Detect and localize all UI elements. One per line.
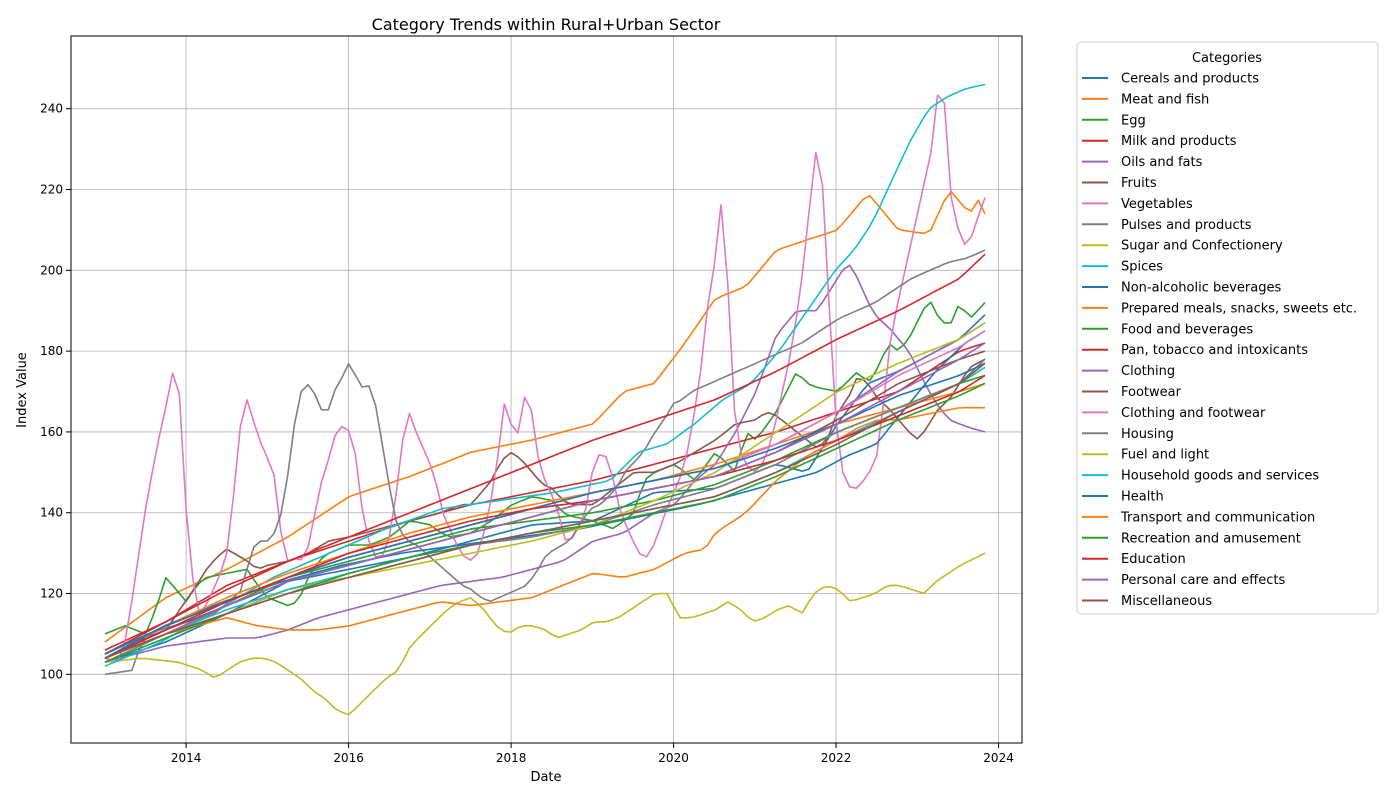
legend-entry: Transport and communication xyxy=(1120,510,1315,525)
y-tick-label: 240 xyxy=(40,102,63,116)
series-lines xyxy=(104,83,986,716)
series-line xyxy=(104,253,986,655)
legend-entry: Miscellaneous xyxy=(1121,594,1212,609)
legend-entry: Clothing and footwear xyxy=(1121,406,1266,421)
legend-entry: Pan, tobacco and intoxicants xyxy=(1121,343,1308,358)
y-axis-label: Index Value xyxy=(15,352,30,428)
legend-entry: Pulses and products xyxy=(1121,218,1252,233)
x-axis-label: Date xyxy=(530,770,561,785)
legend-entry: Prepared meals, snacks, sweets etc. xyxy=(1121,301,1357,316)
legend-entry: Fuel and light xyxy=(1121,448,1209,463)
y-tick-label: 140 xyxy=(40,506,63,520)
y-axis-ticks: 100 120 140 160 180 200 220 240 xyxy=(40,102,71,681)
plot-frame xyxy=(70,35,1023,744)
y-tick-label: 220 xyxy=(40,183,63,197)
x-tick-label: 2014 xyxy=(171,751,202,765)
legend-entry: Sugar and Confectionery xyxy=(1121,239,1283,254)
series-line xyxy=(104,358,986,659)
legend-frame xyxy=(1076,41,1379,615)
x-tick-label: 2020 xyxy=(658,751,689,765)
series-line xyxy=(104,374,986,659)
y-tick-label: 180 xyxy=(40,344,63,358)
legend-entry: Clothing xyxy=(1121,364,1175,379)
legend-entry: Housing xyxy=(1121,427,1174,442)
series-line xyxy=(104,249,986,676)
y-tick-label: 200 xyxy=(40,263,63,277)
legend-entry: Milk and products xyxy=(1121,134,1237,149)
legend-title: Categories xyxy=(1192,51,1262,66)
legend-entry: Cereals and products xyxy=(1121,72,1259,87)
series-line xyxy=(104,362,986,659)
series-line xyxy=(104,94,986,663)
legend-entry: Personal care and effects xyxy=(1121,573,1285,588)
legend-entry: Vegetables xyxy=(1121,197,1193,212)
legend-entry: Food and beverages xyxy=(1121,322,1253,337)
legend-entry: Egg xyxy=(1121,113,1146,128)
legend-entry: Meat and fish xyxy=(1121,92,1209,107)
y-tick-label: 160 xyxy=(40,425,63,439)
series-line xyxy=(104,552,986,716)
legend-entry: Education xyxy=(1121,552,1186,567)
legend-items: Cereals and products Meat and fish Egg Milk… xyxy=(1082,72,1357,609)
series-line xyxy=(104,342,986,659)
legend-entry: Fruits xyxy=(1121,176,1157,191)
legend: Categories Cereals and products Meat and … xyxy=(1076,41,1379,615)
x-tick-label: 2022 xyxy=(821,751,852,765)
series-line xyxy=(104,322,986,659)
y-tick-label: 120 xyxy=(40,587,63,601)
x-tick-label: 2018 xyxy=(496,751,527,765)
legend-entry: Spices xyxy=(1121,260,1163,275)
series-line xyxy=(104,83,986,667)
x-tick-label: 2024 xyxy=(983,751,1014,765)
legend-entry: Oils and fats xyxy=(1121,155,1203,170)
legend-entry: Health xyxy=(1121,490,1164,505)
legend-entry: Recreation and amusement xyxy=(1121,531,1301,546)
legend-entry: Household goods and services xyxy=(1121,469,1319,484)
legend-entry: Non-alcoholic beverages xyxy=(1121,281,1281,296)
x-axis-ticks: 2014 2016 2018 2020 2022 2024 xyxy=(171,743,1014,765)
x-tick-label: 2016 xyxy=(333,751,364,765)
legend-entry: Footwear xyxy=(1121,385,1182,400)
series-line xyxy=(104,264,986,663)
grid-lines xyxy=(71,36,1022,743)
chart-title: Category Trends within Rural+Urban Secto… xyxy=(372,15,721,34)
y-tick-label: 100 xyxy=(40,667,63,681)
